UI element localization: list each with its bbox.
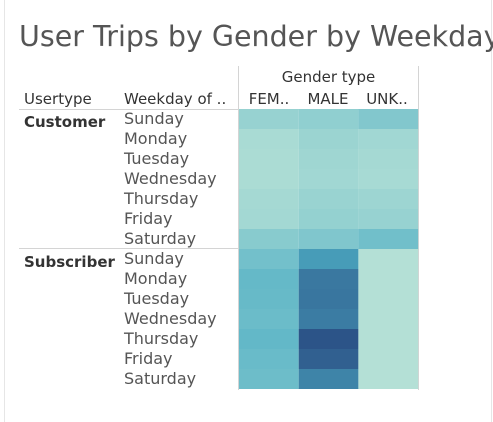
frame-border-left <box>4 0 5 422</box>
heatmap-cell[interactable] <box>358 169 419 189</box>
chart-title: User Trips by Gender by Weekday <box>19 20 493 53</box>
heatmap-cell[interactable] <box>239 309 299 329</box>
heatmap-cell[interactable] <box>358 189 419 209</box>
heatmap-cell[interactable] <box>358 109 419 129</box>
heatmap-cell[interactable] <box>358 309 419 329</box>
heatmap-cell[interactable] <box>239 209 299 229</box>
column-header-female[interactable]: FEM.. <box>248 90 290 108</box>
heatmap-cell[interactable] <box>298 209 359 229</box>
heatmap-cell[interactable] <box>298 369 359 389</box>
heatmap-cell[interactable] <box>239 289 299 309</box>
day-label[interactable]: Monday <box>124 269 188 288</box>
day-label[interactable]: Thursday <box>124 189 199 208</box>
row-header-usertype[interactable]: Usertype <box>24 90 92 108</box>
day-label[interactable]: Saturday <box>124 229 197 248</box>
day-label[interactable]: Wednesday <box>124 309 217 328</box>
heatmap-cell[interactable] <box>239 329 299 349</box>
group-divider <box>19 248 419 249</box>
day-label[interactable]: Monday <box>124 129 188 148</box>
column-divider <box>238 66 239 390</box>
heatmap-cell[interactable] <box>298 109 359 129</box>
heatmap-cell[interactable] <box>358 349 419 369</box>
heatmap-cell[interactable] <box>239 369 299 389</box>
day-label[interactable]: Sunday <box>124 109 184 128</box>
header-divider <box>19 109 419 110</box>
day-label[interactable]: Saturday <box>124 369 197 388</box>
heatmap-cell[interactable] <box>358 149 419 169</box>
heatmap-cell[interactable] <box>298 129 359 149</box>
heatmap-cell[interactable] <box>239 269 299 289</box>
column-divider <box>418 66 419 390</box>
day-label[interactable]: Tuesday <box>124 289 190 308</box>
heatmap-cell[interactable] <box>298 329 359 349</box>
heatmap-cell[interactable] <box>239 129 299 149</box>
heatmap-cell[interactable] <box>239 109 299 129</box>
day-label[interactable]: Friday <box>124 349 173 368</box>
heatmap-cell[interactable] <box>239 169 299 189</box>
day-label[interactable]: Tuesday <box>124 149 190 168</box>
heatmap-cell[interactable] <box>358 269 419 289</box>
day-label[interactable]: Friday <box>124 209 173 228</box>
row-header-weekday[interactable]: Weekday of .. <box>124 90 227 108</box>
day-label[interactable]: Thursday <box>124 329 199 348</box>
heatmap-cell[interactable] <box>298 249 359 269</box>
group-label-customer[interactable]: Customer <box>24 113 106 131</box>
heatmap-cell[interactable] <box>358 129 419 149</box>
column-header-male[interactable]: MALE <box>307 90 349 108</box>
heatmap-cell[interactable] <box>298 229 359 249</box>
heatmap-cell[interactable] <box>239 149 299 169</box>
day-label[interactable]: Sunday <box>124 249 184 268</box>
heatmap-cell[interactable] <box>298 169 359 189</box>
column-group-header: Gender type <box>281 68 376 86</box>
heatmap-cell[interactable] <box>358 289 419 309</box>
heatmap-cell[interactable] <box>358 329 419 349</box>
heatmap-cell[interactable] <box>239 189 299 209</box>
heatmap-cell[interactable] <box>358 369 419 389</box>
column-header-unknown[interactable]: UNK.. <box>366 90 408 108</box>
day-label[interactable]: Wednesday <box>124 169 217 188</box>
heatmap-cell[interactable] <box>239 349 299 369</box>
heatmap-cell[interactable] <box>298 149 359 169</box>
heatmap-cell[interactable] <box>358 229 419 249</box>
heatmap-cell[interactable] <box>239 229 299 249</box>
heatmap-cell[interactable] <box>298 309 359 329</box>
group-label-subscriber[interactable]: Subscriber <box>24 253 115 271</box>
heatmap-cell[interactable] <box>298 189 359 209</box>
heatmap-cell[interactable] <box>298 289 359 309</box>
heatmap-cell[interactable] <box>358 209 419 229</box>
heatmap-cell[interactable] <box>358 249 419 269</box>
heatmap-cell[interactable] <box>239 249 299 269</box>
heatmap-cell[interactable] <box>298 349 359 369</box>
frame-border-right <box>491 0 492 422</box>
heatmap-cell[interactable] <box>298 269 359 289</box>
